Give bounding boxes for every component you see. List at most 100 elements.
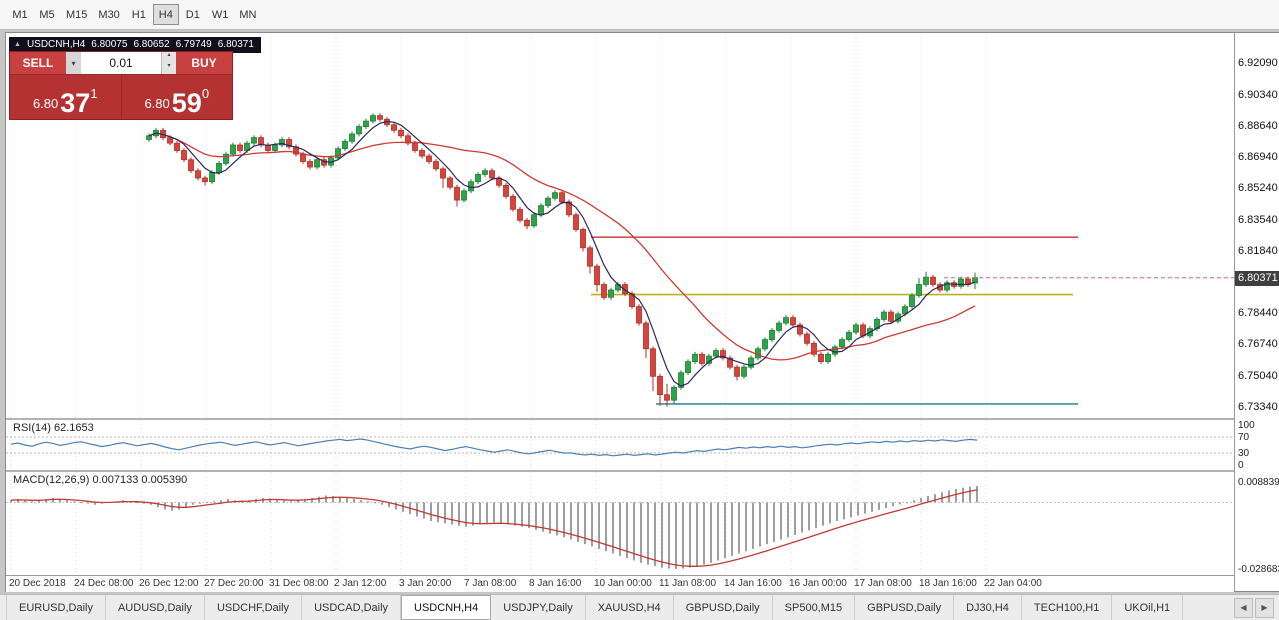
price-tick-label: 6.85240 [1238, 182, 1278, 194]
price-tick-label: 6.88640 [1238, 120, 1278, 132]
chart-tab-eurusd-daily[interactable]: EURUSD,Daily [6, 595, 106, 620]
lot-spinner: ▴ ▾ [161, 52, 176, 74]
tab-scroll-right-button[interactable]: ▶ [1255, 597, 1274, 618]
timeframe-button-m30[interactable]: M30 [93, 4, 124, 25]
price-tick-label: 6.83540 [1238, 214, 1278, 226]
time-tick-label: 31 Dec 08:00 [269, 578, 329, 589]
timeframe-toolbar: M1 M5 M15 M30 H1 H4 D1 W1 MN [0, 0, 1279, 30]
ask-price-prefix: 6.80 [144, 96, 170, 111]
macd-panel[interactable] [6, 472, 1234, 575]
rsi-axis-label: 0 [1238, 460, 1244, 471]
chevron-down-icon: ▾ [71, 58, 76, 68]
macd-label: MACD(12,26,9) 0.007133 0.005390 [13, 474, 188, 486]
chart-tab-usdcad-daily[interactable]: USDCAD,Daily [302, 595, 402, 620]
ohlc-high: 6.80652 [133, 39, 170, 50]
bid-price-pipette: 1 [90, 86, 98, 101]
main-chart[interactable] [6, 33, 1234, 418]
chart-tab-xauusd-h4[interactable]: XAUUSD,H4 [586, 595, 674, 620]
lot-decrease-button[interactable]: ▾ [167, 63, 171, 69]
ohlc-open: 6.80075 [91, 39, 128, 50]
chart-marker-icon: ▲ [14, 41, 21, 48]
rsi-axis-label: 30 [1238, 448, 1250, 459]
time-tick-label: 3 Jan 20:00 [399, 578, 452, 589]
timeframe-button-w1[interactable]: W1 [207, 4, 234, 25]
ohlc-close: 6.80371 [217, 39, 254, 50]
macd-histogram [10, 486, 978, 569]
sell-button[interactable]: SELL [10, 52, 66, 74]
chart-tab-sp500-m15[interactable]: SP500,M15 [773, 595, 856, 620]
macd-signal-line [10, 489, 978, 567]
time-tick-label: 2 Jan 12:00 [334, 578, 387, 589]
time-tick-label: 24 Dec 08:00 [74, 578, 134, 589]
chart-tab-audusd-daily[interactable]: AUDUSD,Daily [106, 595, 205, 620]
rsi-panel[interactable] [6, 420, 1234, 470]
bid-price[interactable]: 6.80 37 1 [10, 75, 122, 119]
time-tick-label: 22 Jan 04:00 [984, 578, 1042, 589]
trade-controls-row: SELL ▾ 0.01 ▴ ▾ BUY [10, 52, 232, 74]
timeframe-button-mn[interactable]: MN [234, 4, 261, 25]
tab-scroll-buttons: ◀ ▶ [1229, 595, 1279, 620]
timeframe-button-m5[interactable]: M5 [34, 4, 60, 25]
rsi-axis-label: 70 [1238, 432, 1250, 443]
chart-tab-usdcnh-h4[interactable]: USDCNH,H4 [401, 595, 492, 620]
trade-prices-row: 6.80 37 1 6.80 59 0 [10, 74, 232, 119]
tab-scroll-left-button[interactable]: ◀ [1234, 597, 1253, 618]
chart-tab-bar: EURUSD,Daily AUDUSD,Daily USDCHF,Daily USDC… [0, 594, 1279, 620]
chart-tab-gbpusd-daily[interactable]: GBPUSD,Daily [855, 595, 955, 620]
timeframe-button-d1[interactable]: D1 [180, 4, 206, 25]
price-tick-label: 6.92090 [1238, 57, 1278, 69]
ohlc-low: 6.79749 [175, 39, 212, 50]
chart-window: ▲ USDCNH,H4 6.80075 6.80652 6.79749 6.80… [5, 32, 1279, 592]
time-tick-label: 10 Jan 00:00 [594, 578, 652, 589]
bid-price-prefix: 6.80 [32, 96, 59, 111]
time-tick-label: 26 Dec 12:00 [139, 578, 199, 589]
price-tick-label: 6.86940 [1238, 151, 1278, 163]
time-tick-label: 8 Jan 16:00 [529, 578, 582, 589]
chart-tab-usdjpy-daily[interactable]: USDJPY,Daily [491, 595, 586, 620]
price-axis[interactable]: 6.92090 6.90340 6.88640 6.86940 6.85240 6.835… [1234, 33, 1279, 591]
chart-tab-tech100-h1[interactable]: TECH100,H1 [1022, 595, 1113, 620]
chart-tab-ukoil-h1[interactable]: UKOil,H1 [1112, 595, 1184, 620]
chart-tab-gbpusd-daily[interactable]: GBPUSD,Daily [674, 595, 773, 620]
chart-symbol-period: USDCNH,H4 [26, 39, 86, 50]
time-tick-label: 11 Jan 08:00 [659, 578, 717, 589]
time-tick-label: 17 Jan 08:00 [854, 578, 912, 589]
ma-fast-line [148, 120, 976, 387]
current-price-badge: 6.80371 [1235, 271, 1279, 286]
rsi-axis-label: 100 [1238, 420, 1255, 431]
time-tick-label: 18 Jan 16:00 [919, 578, 977, 589]
lot-increase-button[interactable]: ▴ [167, 52, 171, 58]
price-tick-label: 6.76740 [1238, 338, 1278, 350]
macd-axis-label: -0.028683 [1238, 564, 1279, 575]
chart-ohlc-title: ▲ USDCNH,H4 6.80075 6.80652 6.79749 6.80… [9, 37, 261, 53]
time-axis[interactable]: 20 Dec 2018 24 Dec 08:00 26 Dec 12:00 27 De… [6, 575, 1234, 592]
chart-tab-usdchf-daily[interactable]: USDCHF,Daily [205, 595, 303, 620]
ma-slow-line [148, 132, 976, 361]
price-tick-label: 6.75040 [1238, 370, 1278, 382]
ask-price-pips: 59 [171, 88, 202, 118]
timeframe-button-m15[interactable]: M15 [61, 4, 92, 25]
rsi-line [10, 438, 978, 457]
chart-tab-dj30-h4[interactable]: DJ30,H4 [954, 595, 1022, 620]
time-tick-label: 7 Jan 08:00 [464, 578, 517, 589]
price-tick-label: 6.90340 [1238, 89, 1278, 101]
price-tick-label: 6.81840 [1238, 245, 1278, 257]
buy-button[interactable]: BUY [176, 52, 232, 74]
ask-price[interactable]: 6.80 59 0 [122, 75, 233, 119]
ask-price-pipette: 0 [201, 86, 210, 101]
lot-size-input[interactable]: 0.01 [81, 52, 161, 74]
chart-tabs: EURUSD,Daily AUDUSD,Daily USDCHF,Daily USDC… [0, 595, 1229, 620]
one-click-trading-panel: SELL ▾ 0.01 ▴ ▾ BUY 6.80 37 1 6.80 59 0 [9, 51, 233, 120]
grid-layer [10, 33, 987, 418]
panel-resize-handle[interactable] [6, 470, 1278, 472]
timeframe-button-h1[interactable]: H1 [126, 4, 152, 25]
macd-axis-label: 0.008839 [1238, 477, 1279, 488]
time-tick-label: 16 Jan 00:00 [789, 578, 847, 589]
timeframe-button-h4[interactable]: H4 [152, 4, 179, 25]
panel-resize-handle[interactable] [6, 418, 1278, 420]
timeframe-button-m1[interactable]: M1 [7, 4, 33, 25]
lot-dropdown-button[interactable]: ▾ [66, 52, 81, 74]
bid-price-pips: 37 [60, 88, 91, 118]
price-tick-label: 6.73340 [1238, 401, 1278, 413]
time-tick-label: 20 Dec 2018 [9, 578, 66, 589]
